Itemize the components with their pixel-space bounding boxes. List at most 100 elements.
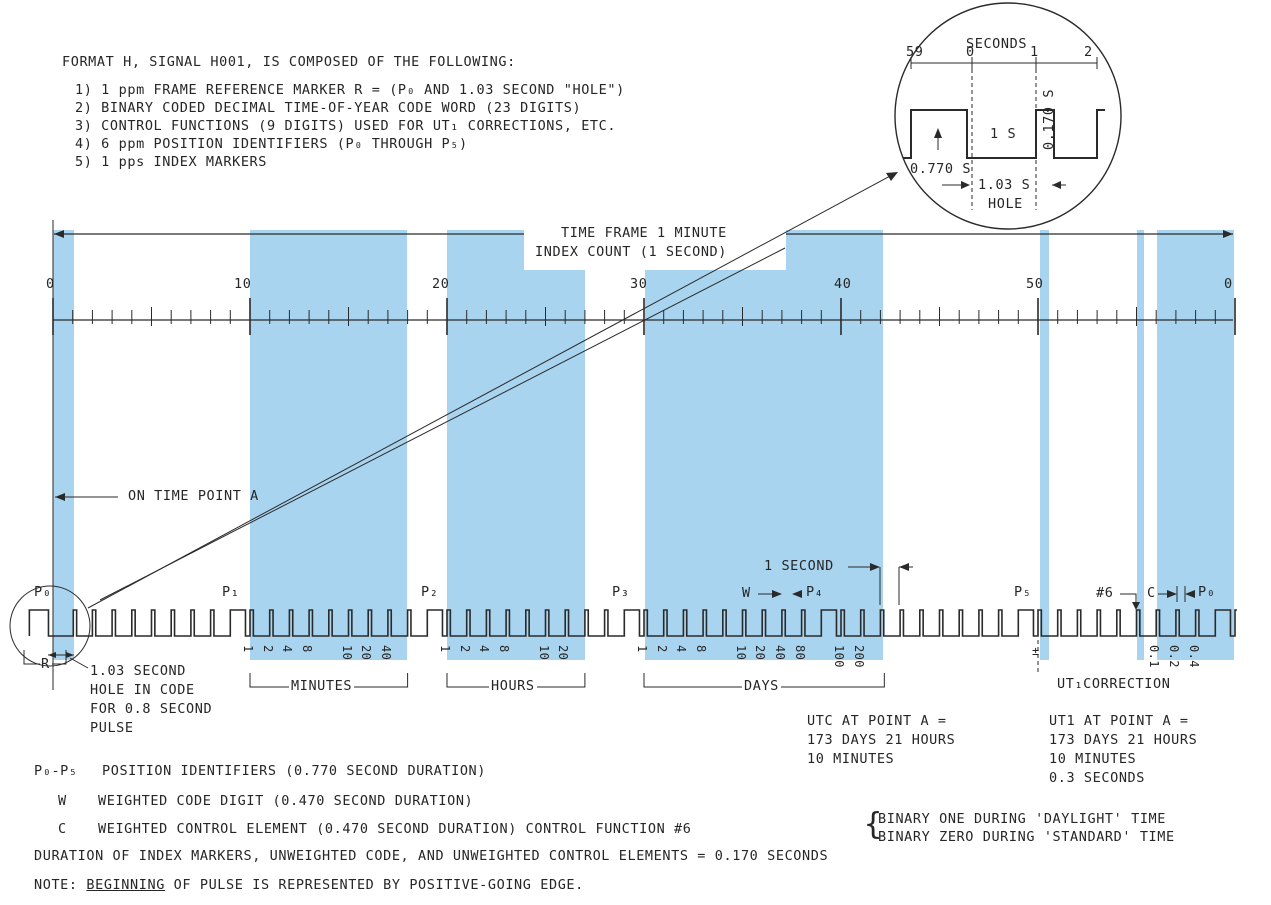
weight-digit-minutes: 20 xyxy=(359,645,374,661)
inset-label-0770: 0.770 S xyxy=(910,161,972,177)
legend-p-term: P₀-P₅ xyxy=(34,763,78,779)
weight-digit-days: 8 xyxy=(694,645,709,653)
inset-title: SECONDS xyxy=(966,36,1028,52)
group-ut1: UT₁CORRECTION xyxy=(1057,676,1171,692)
marker-w: W xyxy=(742,585,751,601)
leader-line-index xyxy=(99,247,786,601)
band-p0 xyxy=(53,230,74,660)
header-item-1: 1) 1 ppm FRAME REFERENCE MARKER R = (P₀ … xyxy=(75,82,625,98)
index-label: INDEX COUNT (1 SECOND) xyxy=(535,244,728,260)
one-second-label: 1 SECOND xyxy=(764,558,834,574)
hole-note-2: HOLE IN CODE xyxy=(90,682,195,698)
group-hours: HOURS xyxy=(489,678,537,694)
ruler-tick-0: 0 xyxy=(46,276,55,292)
legend-c-opt2: BINARY ZERO DURING 'STANDARD' TIME xyxy=(878,829,1175,845)
note-emphasis: BEGINNING xyxy=(86,877,165,893)
inset-tick-0: 0 xyxy=(966,44,975,60)
frame-label: TIME FRAME 1 MINUTE xyxy=(561,225,727,241)
band-minutes xyxy=(250,230,407,660)
ut1-note-3: 10 MINUTES xyxy=(1049,751,1137,767)
ruler-tick-40: 40 xyxy=(834,276,852,292)
weight-digit-days: 100 xyxy=(832,645,846,668)
weight-digit-ut1: 0.1 xyxy=(1147,645,1162,668)
on-time-point-label: ON TIME POINT A xyxy=(128,488,259,504)
utc-note-2: 173 DAYS 21 HOURS xyxy=(807,732,956,748)
band-days xyxy=(645,230,883,660)
band-p5 xyxy=(1040,230,1049,660)
ruler-tick-60: 0 xyxy=(1224,276,1233,292)
ruler-tick-10: 10 xyxy=(234,276,252,292)
band-hours xyxy=(447,230,585,660)
legend-c-term: C xyxy=(58,821,67,837)
weight-digit-minutes: 8 xyxy=(300,645,315,653)
note-line: NOTE: BEGINNING OF PULSE IS REPRESENTED … xyxy=(34,877,584,893)
inset-tick-59: 59 xyxy=(906,44,924,60)
marker-p3: P₃ xyxy=(612,584,630,600)
header-item-5: 5) 1 pps INDEX MARKERS xyxy=(75,154,268,170)
inset-label-103: 1.03 S xyxy=(978,177,1031,193)
hole-note-3: FOR 0.8 SECOND xyxy=(90,701,213,717)
weight-digit-hours: 2 xyxy=(457,645,472,653)
weight-digit-minutes: 1 xyxy=(241,645,255,653)
weight-digit-days: 10 xyxy=(733,645,748,661)
marker-p0-end: P₀ xyxy=(1198,584,1216,600)
marker-c: C xyxy=(1147,585,1156,601)
weight-digit-minutes: 4 xyxy=(280,645,295,653)
header-item-2: 2) BINARY CODED DECIMAL TIME-OF-YEAR COD… xyxy=(75,100,582,116)
weight-digit-days: 80 xyxy=(792,645,807,661)
inset-label-hole: HOLE xyxy=(988,196,1023,212)
group-days: DAYS xyxy=(742,678,781,694)
header-title: FORMAT H, SIGNAL H001, IS COMPOSED OF TH… xyxy=(62,54,516,70)
legend-duration: DURATION OF INDEX MARKERS, UNWEIGHTED CO… xyxy=(34,848,829,864)
frame-label-box xyxy=(524,224,786,270)
legend-c-desc: WEIGHTED CONTROL ELEMENT (0.470 SECOND D… xyxy=(98,821,692,837)
weight-digit-hours: 20 xyxy=(556,645,571,661)
weight-digit-days: 40 xyxy=(772,645,787,661)
note-label: NOTE: xyxy=(34,877,78,893)
inset-label-0170: 0.170 S xyxy=(1041,88,1057,150)
ruler-tick-20: 20 xyxy=(432,276,450,292)
weight-digit-days: 1 xyxy=(635,645,649,653)
ruler-tick-30: 30 xyxy=(630,276,648,292)
band-ut1 xyxy=(1157,230,1234,660)
hole-note-4: PULSE xyxy=(90,720,134,736)
on-time-point-arrow xyxy=(55,493,118,501)
marker-p5: P₅ xyxy=(1014,584,1032,600)
band-control-6 xyxy=(1137,230,1144,660)
marker-p2: P₂ xyxy=(421,584,439,600)
legend-c-brace: { xyxy=(864,807,883,842)
group-minutes: MINUTES xyxy=(289,678,355,694)
marker-hash6: #6 xyxy=(1096,585,1114,601)
weight-digit-minutes: 40 xyxy=(378,645,393,661)
hole-note-1: 1.03 SECOND xyxy=(90,663,187,679)
legend-c-opt1: BINARY ONE DURING 'DAYLIGHT' TIME xyxy=(878,811,1167,827)
ruler-tick-50: 50 xyxy=(1026,276,1044,292)
weight-digit-minutes: 10 xyxy=(339,645,354,661)
note-rest: OF PULSE IS REPRESENTED BY POSITIVE-GOIN… xyxy=(173,877,584,893)
legend-w-desc: WEIGHTED CODE DIGIT (0.470 SECOND DURATI… xyxy=(98,793,474,809)
weight-digit-hours: 1 xyxy=(438,645,452,653)
weight-digit-ut1: 0.2 xyxy=(1166,645,1181,668)
weight-digit-days: 200 xyxy=(851,645,866,668)
code-bands xyxy=(53,230,1234,660)
weight-digit-days: 20 xyxy=(753,645,768,661)
group-r: R xyxy=(41,656,50,672)
weight-digit-days: 2 xyxy=(654,645,669,653)
weight-digit-days: 4 xyxy=(674,645,689,653)
ut1-note-1: UT1 AT POINT A = xyxy=(1049,713,1189,729)
legend-w-term: W xyxy=(58,793,67,809)
pulse-train xyxy=(28,609,1237,637)
utc-note-3: 10 MINUTES xyxy=(807,751,895,767)
header-item-4: 4) 6 ppm POSITION IDENTIFIERS (P₀ THROUG… xyxy=(75,136,468,152)
weight-digit-minutes: 2 xyxy=(260,645,275,653)
weight-digit-hours: 4 xyxy=(477,645,492,653)
ut1-note-2: 173 DAYS 21 HOURS xyxy=(1049,732,1198,748)
weight-digit-ut1-sign: ± xyxy=(1032,644,1040,658)
leader-line-inset xyxy=(87,174,893,609)
weight-digit-hours: 10 xyxy=(536,645,551,661)
inset-tick-2: 2 xyxy=(1084,44,1093,60)
utc-note-1: UTC AT POINT A = xyxy=(807,713,947,729)
ut1-note-4: 0.3 SECONDS xyxy=(1049,770,1146,786)
